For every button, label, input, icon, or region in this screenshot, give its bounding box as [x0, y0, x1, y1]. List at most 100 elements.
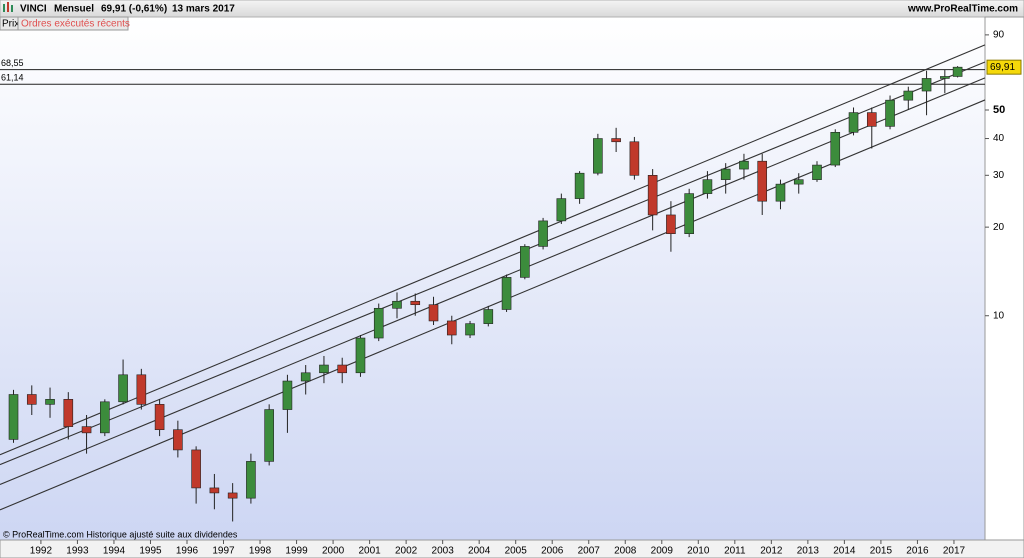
x-tick-label: 2017 [943, 546, 966, 557]
x-tick-label: 2016 [906, 546, 929, 557]
x-tick-label: 2012 [760, 546, 783, 557]
y-axis-area [984, 16, 1024, 541]
x-tick-label: 2007 [578, 546, 601, 557]
candle-body [191, 449, 201, 489]
period: Mensuel [54, 4, 94, 15]
x-tick-label: 1996 [176, 546, 199, 557]
candle-body [593, 138, 603, 174]
x-tick-label: 2010 [687, 546, 710, 557]
date: 13 mars 2017 [172, 4, 235, 15]
candle-body [154, 404, 165, 431]
candle-body [848, 112, 859, 133]
x-tick-label: 2009 [651, 546, 674, 557]
candle-body [629, 141, 640, 176]
candle-body [410, 300, 421, 306]
candle-body [702, 179, 713, 194]
candle-body [501, 277, 512, 310]
last-price: 69,91 (-0,61%) [101, 4, 167, 15]
plot-area [0, 17, 985, 540]
candle-body [538, 220, 548, 247]
candle-body [647, 175, 658, 216]
candle-body [611, 138, 621, 143]
candle-body [556, 198, 567, 222]
y-tick-label: 20 [993, 222, 1005, 233]
x-tick-label: 2008 [614, 546, 637, 557]
candle-body [885, 99, 895, 127]
x-tick-label: 2015 [870, 546, 893, 557]
last-price-label: 69,91 [990, 62, 1015, 73]
last-price-box [986, 59, 1022, 75]
candle-body [282, 380, 293, 410]
x-tick-label: 1997 [212, 546, 235, 557]
x-tick-label: 1994 [103, 546, 126, 557]
level-label: 61,14 [1, 73, 24, 83]
candle-body [300, 372, 311, 382]
y-tick-label: 90 [993, 30, 1005, 41]
candle-body [100, 401, 110, 434]
candle-body [81, 426, 92, 434]
candle-body [666, 214, 676, 234]
candle-body [63, 399, 74, 427]
candle-body [428, 304, 439, 322]
level-label: 68,55 [1, 58, 24, 68]
y-tick-label: 10 [993, 310, 1005, 321]
y-tick-label: 40 [993, 133, 1005, 144]
candle-body [520, 246, 530, 278]
candle-body [26, 394, 37, 405]
candle-body [812, 164, 822, 180]
x-axis-area [0, 539, 1024, 558]
candle-body [45, 399, 55, 405]
candle-body [793, 179, 804, 185]
candle-body [574, 172, 585, 199]
x-tick-label: 1999 [285, 546, 308, 557]
candle-body [830, 131, 841, 166]
x-tick-label: 1995 [139, 546, 162, 557]
source: www.ProRealTime.com [907, 4, 1018, 15]
x-tick-label: 2003 [432, 546, 455, 557]
tab[interactable] [17, 16, 129, 31]
footer: © ProRealTime.com Historique ajusté suit… [3, 529, 238, 539]
y-tick-label: 50 [993, 104, 1005, 116]
candle-body [921, 78, 932, 92]
candle-body [319, 364, 329, 374]
candle-body [392, 300, 402, 309]
candle-body [209, 487, 220, 494]
x-tick-label: 2002 [395, 546, 418, 557]
candle-body [952, 66, 963, 77]
x-tick-label: 1993 [66, 546, 89, 557]
candle-body [465, 323, 475, 336]
candle-body [173, 429, 183, 451]
candle-body [118, 374, 128, 403]
candle-body [940, 76, 950, 79]
tab-label[interactable]: Ordres exécutés récents [21, 19, 130, 30]
candle-body [903, 90, 914, 101]
channel-line [0, 44, 986, 456]
candle-body [136, 374, 147, 405]
tab-label[interactable]: Prix [2, 19, 19, 30]
x-tick-label: 2005 [505, 546, 528, 557]
candle-body [8, 394, 19, 440]
candle-body [483, 309, 494, 324]
candle-body [246, 461, 256, 499]
candle-body [684, 193, 694, 234]
candle-body [775, 183, 786, 202]
x-tick-label: 2004 [468, 546, 491, 557]
x-tick-label: 2013 [797, 546, 820, 557]
y-tick-label: 30 [993, 170, 1005, 181]
candle-body [866, 112, 877, 127]
x-tick-label: 2006 [541, 546, 564, 557]
candle-body [739, 160, 749, 170]
x-tick-label: 2011 [724, 546, 746, 557]
x-tick-label: 2014 [833, 546, 856, 557]
candle-body [373, 307, 384, 339]
candle-body [355, 337, 366, 374]
candle-body [337, 364, 348, 374]
candle-body [264, 409, 274, 462]
header-bar [0, 0, 1024, 18]
candle-body [720, 168, 731, 180]
x-tick-label: 2001 [358, 546, 381, 557]
x-tick-label: 2000 [322, 546, 345, 557]
candle-body [227, 492, 238, 499]
